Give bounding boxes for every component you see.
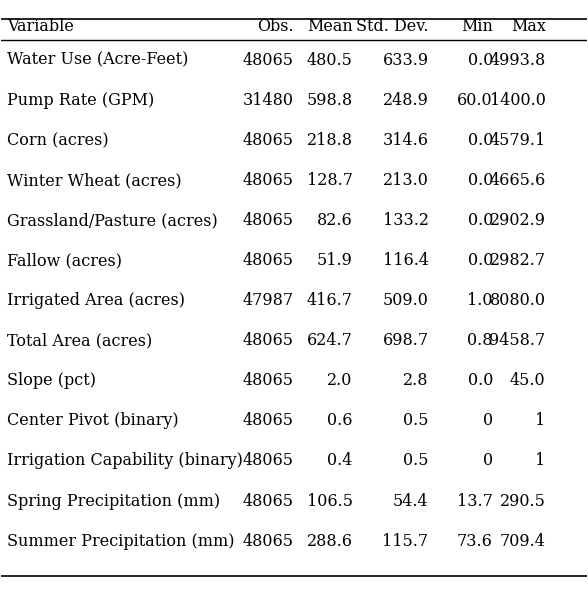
Text: 0.0: 0.0 [467, 172, 493, 189]
Text: 48065: 48065 [243, 212, 294, 229]
Text: 8080.0: 8080.0 [490, 292, 546, 309]
Text: Obs.: Obs. [258, 18, 294, 35]
Text: 624.7: 624.7 [307, 332, 353, 349]
Text: 698.7: 698.7 [382, 332, 429, 349]
Text: 0.0: 0.0 [467, 132, 493, 149]
Text: Irrigation Capability (binary): Irrigation Capability (binary) [7, 452, 243, 469]
Text: 48065: 48065 [243, 252, 294, 269]
Text: 31480: 31480 [243, 92, 294, 109]
Text: 1.0: 1.0 [467, 292, 493, 309]
Text: 213.0: 213.0 [383, 172, 429, 189]
Text: 1400.0: 1400.0 [490, 92, 546, 109]
Text: 45.0: 45.0 [510, 372, 546, 390]
Text: Spring Precipitation (mm): Spring Precipitation (mm) [7, 493, 220, 510]
Text: Summer Precipitation (mm): Summer Precipitation (mm) [7, 533, 235, 549]
Text: 48065: 48065 [243, 533, 294, 549]
Text: 218.8: 218.8 [306, 132, 353, 149]
Text: Mean: Mean [307, 18, 353, 35]
Text: 633.9: 633.9 [382, 52, 429, 69]
Text: 0.0: 0.0 [467, 372, 493, 390]
Text: 47987: 47987 [243, 292, 294, 309]
Text: Max: Max [511, 18, 546, 35]
Text: 0: 0 [483, 452, 493, 469]
Text: 288.6: 288.6 [306, 533, 353, 549]
Text: 106.5: 106.5 [306, 493, 353, 510]
Text: 2.8: 2.8 [403, 372, 429, 390]
Text: 13.7: 13.7 [457, 493, 493, 510]
Text: 480.5: 480.5 [307, 52, 353, 69]
Text: 248.9: 248.9 [383, 92, 429, 109]
Text: 60.0: 60.0 [457, 92, 493, 109]
Text: 48065: 48065 [243, 132, 294, 149]
Text: 0.5: 0.5 [403, 413, 429, 429]
Text: 0.8: 0.8 [467, 332, 493, 349]
Text: 48065: 48065 [243, 332, 294, 349]
Text: Min: Min [461, 18, 493, 35]
Text: 51.9: 51.9 [317, 252, 353, 269]
Text: 0.5: 0.5 [403, 452, 429, 469]
Text: 48065: 48065 [243, 372, 294, 390]
Text: 509.0: 509.0 [383, 292, 429, 309]
Text: 1: 1 [536, 452, 546, 469]
Text: 2982.7: 2982.7 [490, 252, 546, 269]
Text: 54.4: 54.4 [393, 493, 429, 510]
Text: 0.0: 0.0 [467, 212, 493, 229]
Text: 0.0: 0.0 [467, 52, 493, 69]
Text: Slope (pct): Slope (pct) [7, 372, 96, 390]
Text: 133.2: 133.2 [383, 212, 429, 229]
Text: Grassland/Pasture (acres): Grassland/Pasture (acres) [7, 212, 218, 229]
Text: 1: 1 [536, 413, 546, 429]
Text: Irrigated Area (acres): Irrigated Area (acres) [7, 292, 185, 309]
Text: 48065: 48065 [243, 52, 294, 69]
Text: 416.7: 416.7 [306, 292, 353, 309]
Text: Variable: Variable [7, 18, 74, 35]
Text: 314.6: 314.6 [383, 132, 429, 149]
Text: 115.7: 115.7 [382, 533, 429, 549]
Text: 2902.9: 2902.9 [490, 212, 546, 229]
Text: Std. Dev.: Std. Dev. [356, 18, 429, 35]
Text: 4665.6: 4665.6 [489, 172, 546, 189]
Text: 0.4: 0.4 [327, 452, 353, 469]
Text: 82.6: 82.6 [317, 212, 353, 229]
Text: 9458.7: 9458.7 [489, 332, 546, 349]
Text: 128.7: 128.7 [306, 172, 353, 189]
Text: 73.6: 73.6 [457, 533, 493, 549]
Text: 709.4: 709.4 [500, 533, 546, 549]
Text: Corn (acres): Corn (acres) [7, 132, 109, 149]
Text: Pump Rate (GPM): Pump Rate (GPM) [7, 92, 155, 109]
Text: 290.5: 290.5 [500, 493, 546, 510]
Text: Water Use (Acre-Feet): Water Use (Acre-Feet) [7, 52, 189, 69]
Text: 116.4: 116.4 [383, 252, 429, 269]
Text: Winter Wheat (acres): Winter Wheat (acres) [7, 172, 182, 189]
Text: 0.6: 0.6 [327, 413, 353, 429]
Text: 4993.8: 4993.8 [489, 52, 546, 69]
Text: 48065: 48065 [243, 452, 294, 469]
Text: Center Pivot (binary): Center Pivot (binary) [7, 413, 179, 429]
Text: 48065: 48065 [243, 493, 294, 510]
Text: Total Area (acres): Total Area (acres) [7, 332, 152, 349]
Text: 48065: 48065 [243, 413, 294, 429]
Text: Fallow (acres): Fallow (acres) [7, 252, 122, 269]
Text: 0: 0 [483, 413, 493, 429]
Text: 4579.1: 4579.1 [489, 132, 546, 149]
Text: 598.8: 598.8 [306, 92, 353, 109]
Text: 2.0: 2.0 [327, 372, 353, 390]
Text: 48065: 48065 [243, 172, 294, 189]
Text: 0.0: 0.0 [467, 252, 493, 269]
